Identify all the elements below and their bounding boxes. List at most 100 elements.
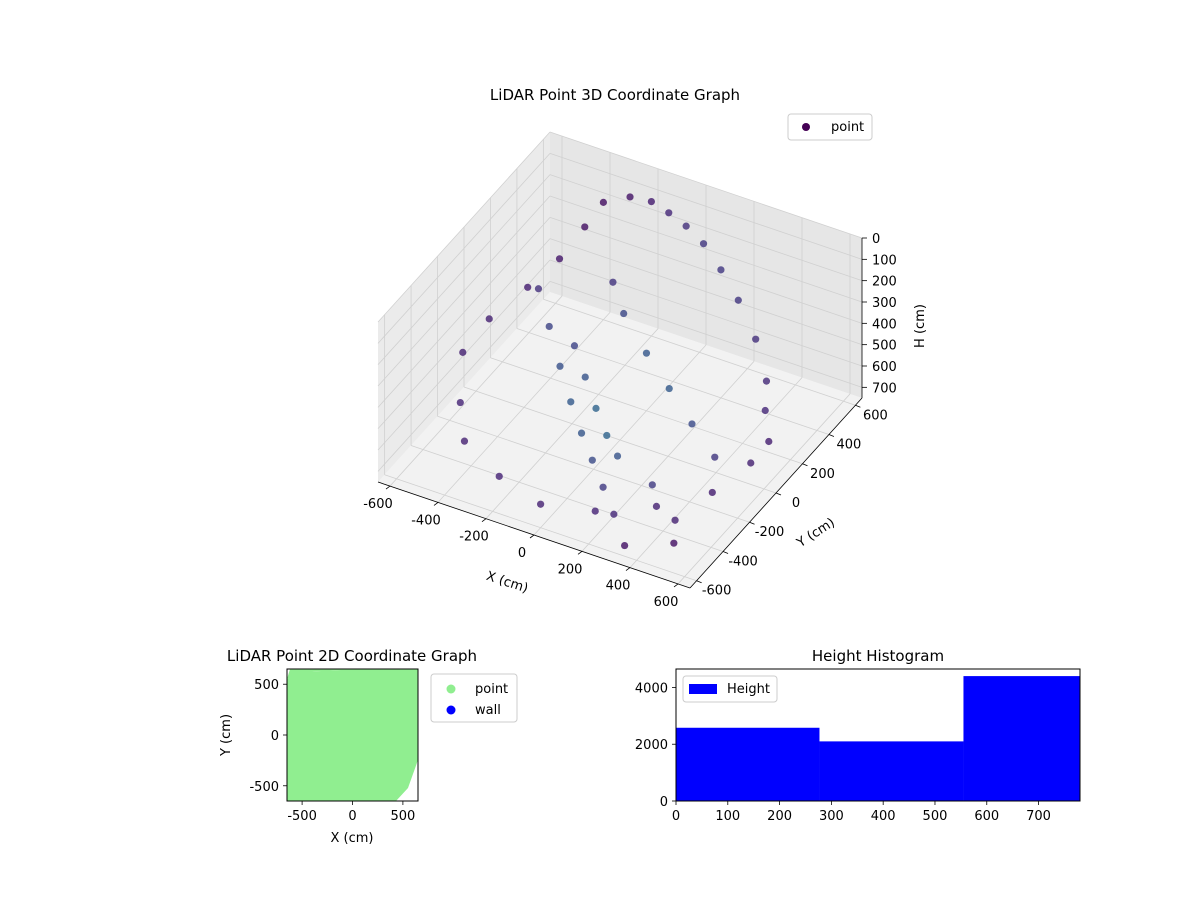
lidar-point — [545, 322, 553, 331]
z-tick-label: 100 — [872, 253, 897, 268]
z-tick-label: 200 — [872, 275, 897, 290]
grid-z-back — [549, 152, 863, 260]
lidar-point — [621, 541, 629, 550]
histogram-legend: Height — [682, 675, 778, 703]
grid-z-left — [377, 174, 551, 365]
lidar-point — [485, 315, 493, 323]
chart-2d-legend-label-wall: wall — [475, 703, 501, 718]
chart-3d-ticks: -600-400-2000200400600-600-400-200020040… — [363, 232, 897, 610]
y-tick-mark — [828, 434, 835, 437]
histogram-bars — [676, 676, 1080, 801]
x-tick-mark — [673, 583, 679, 588]
lidar-point — [747, 459, 755, 467]
chart-3d-legend-box — [787, 113, 873, 141]
x-tick-label: -400 — [411, 513, 441, 528]
hist-y-tick-label: 2000 — [635, 738, 668, 753]
x-tick-label: 200 — [558, 562, 583, 577]
lidar-point — [688, 420, 696, 428]
y-tick-mark — [855, 404, 861, 408]
lidar-point — [711, 453, 719, 461]
lidar-point — [699, 240, 708, 248]
x-tick-mark — [481, 518, 487, 523]
lidar-point — [670, 539, 678, 547]
y-tick-label: -600 — [702, 584, 732, 599]
z-tick-label: 400 — [872, 317, 897, 332]
lidar-point — [537, 500, 545, 508]
z-tick-label: 700 — [872, 381, 897, 396]
lidar-point — [556, 362, 564, 370]
z-tick-label: 300 — [872, 296, 897, 311]
y-tick-label: 200 — [810, 467, 835, 482]
chart-2d-point-cloud — [287, 669, 418, 801]
chart-2d-title: LiDAR Point 2D Coordinate Graph — [227, 647, 477, 665]
hist-y-tick-label: 4000 — [635, 681, 668, 696]
grid-z-back — [549, 280, 863, 388]
histogram-legend-swatch — [689, 684, 717, 694]
lidar-point — [765, 437, 773, 446]
x2d-tick-label: 500 — [390, 809, 415, 824]
histogram-title: Height Histogram — [812, 647, 944, 665]
lidar-point — [671, 516, 679, 524]
lidar-point — [567, 398, 575, 406]
y-tick-label: 0 — [792, 496, 800, 511]
grid-y-floor — [543, 298, 856, 406]
lidar-point — [524, 283, 532, 291]
chart-2d-legend-label-point: point — [475, 682, 508, 697]
chart-3d: LiDAR Point 3D Coordinate Graph -600 -400… — [363, 86, 928, 610]
grid-z-left — [377, 281, 551, 472]
lidar-point — [665, 384, 673, 393]
chart-2d-legend-marker-wall — [446, 705, 456, 715]
lidar-point — [534, 285, 543, 293]
lidar-point — [610, 510, 618, 518]
chart-3d-legend: point — [787, 113, 873, 141]
lidar-point — [592, 404, 600, 412]
lidar-point — [599, 483, 607, 491]
histogram-frame — [675, 668, 1081, 802]
lidar-point — [577, 429, 586, 437]
hist-x-tick-label: 400 — [871, 809, 896, 824]
lidar-point — [599, 198, 607, 206]
chart-3d-points — [456, 193, 773, 550]
lidar-point — [762, 377, 771, 385]
lidar-point — [708, 488, 716, 497]
lidar-point — [581, 373, 589, 381]
chart-3d-legend-marker — [802, 123, 810, 131]
histogram-bar — [819, 741, 964, 801]
x-tick-label: 600 — [654, 595, 679, 610]
x-tick-label: -600 — [363, 497, 393, 512]
lidar-point — [652, 502, 661, 510]
histogram-bar — [963, 676, 1080, 801]
y-tick-mark — [775, 492, 782, 496]
z-tick-label: 500 — [872, 339, 897, 354]
lidar-point — [620, 309, 628, 318]
grid-z-back — [549, 174, 863, 282]
y-tick-label: -400 — [728, 554, 758, 569]
lidar-point — [761, 406, 769, 415]
lidar-point — [626, 193, 634, 201]
lidar-point — [613, 452, 622, 460]
lidar-point — [591, 507, 599, 515]
grid-z-left — [377, 217, 551, 408]
lidar-point — [588, 456, 596, 464]
x-tick-mark — [577, 550, 583, 555]
y-tick-mark — [696, 580, 702, 584]
chart-2d: LiDAR Point 2D Coordinate Graph -500 0 500… — [219, 647, 518, 846]
chart-3d-title: LiDAR Point 3D Coordinate Graph — [490, 86, 740, 104]
lidar-point — [456, 398, 464, 407]
lidar-point — [682, 222, 690, 230]
lidar-point — [647, 198, 655, 206]
lidar-point — [642, 349, 651, 357]
lidar-point — [581, 223, 589, 231]
hist-x-tick-label: 200 — [767, 809, 792, 824]
x2d-tick-label: -500 — [287, 809, 317, 824]
y-tick-label: -200 — [755, 525, 785, 540]
x-tick-label: 0 — [518, 546, 526, 561]
chart-3d-legend-label: point — [831, 120, 864, 135]
hist-y-tick-label: 0 — [660, 795, 668, 810]
chart-3d-grid — [377, 131, 863, 585]
chart-2d-legend-marker-point — [446, 684, 456, 694]
lidar-point — [603, 431, 611, 440]
grid-z-left — [377, 238, 551, 429]
x-tick-mark — [625, 567, 631, 571]
x-tick-mark — [529, 534, 535, 539]
